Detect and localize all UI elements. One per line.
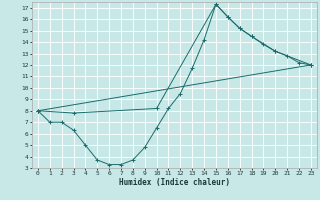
- X-axis label: Humidex (Indice chaleur): Humidex (Indice chaleur): [119, 178, 230, 187]
